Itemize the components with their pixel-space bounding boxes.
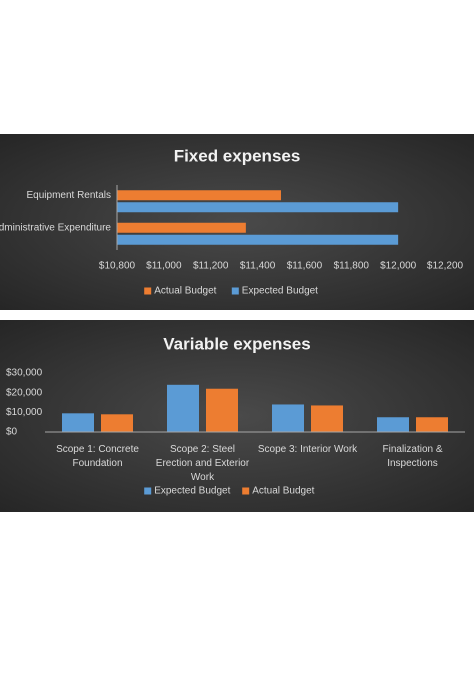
x-tick-label: Finalization & Inspections [382, 444, 443, 469]
x-tick-label: $11,400 [240, 261, 276, 272]
chart-title: Fixed expenses [174, 146, 301, 165]
chart-title: Variable expenses [163, 334, 310, 353]
x-tick-label: $11,600 [287, 261, 323, 272]
y-tick-label: $20,000 [6, 387, 43, 398]
y-tick-label: $0 [6, 427, 18, 438]
x-tick-label: $10,800 [99, 261, 136, 272]
legend-label: Expected Budget [154, 486, 230, 497]
y-tick-label: Administrative Expenditure [0, 222, 111, 233]
bar [416, 417, 448, 432]
bar [117, 234, 399, 245]
bar [206, 388, 238, 432]
bar [377, 417, 409, 432]
bar [117, 190, 281, 201]
x-tick-label: Scope 1: Concrete Foundation [56, 444, 139, 469]
x-tick-label: $11,800 [334, 261, 370, 272]
y-tick-label: $10,000 [6, 407, 43, 418]
bar [117, 202, 399, 213]
bar [167, 384, 199, 432]
chart-bg [0, 134, 474, 310]
legend-swatch [242, 487, 250, 495]
x-tick-label: $11,000 [146, 261, 182, 272]
bar [117, 222, 246, 233]
legend-swatch [144, 487, 152, 495]
legend-swatch [144, 287, 152, 295]
legend-label: Actual Budget [154, 286, 216, 297]
x-tick-label: Scope 2: Steel Erection and Exterior Wor… [155, 444, 250, 483]
legend-swatch [231, 287, 239, 295]
x-tick-label: $12,200 [427, 261, 464, 272]
x-tick-label: Scope 3: Interior Work [257, 444, 358, 455]
legend-label: Expected Budget [242, 286, 318, 297]
y-tick-label: $30,000 [6, 368, 43, 379]
bar [272, 404, 304, 432]
bar [62, 413, 94, 432]
y-tick-label: Equipment Rentals [27, 190, 112, 201]
bar [101, 414, 133, 432]
bar [311, 405, 343, 432]
x-tick-label: $11,200 [193, 261, 229, 272]
x-tick-label: $12,000 [380, 261, 417, 272]
legend-label: Actual Budget [252, 486, 314, 497]
